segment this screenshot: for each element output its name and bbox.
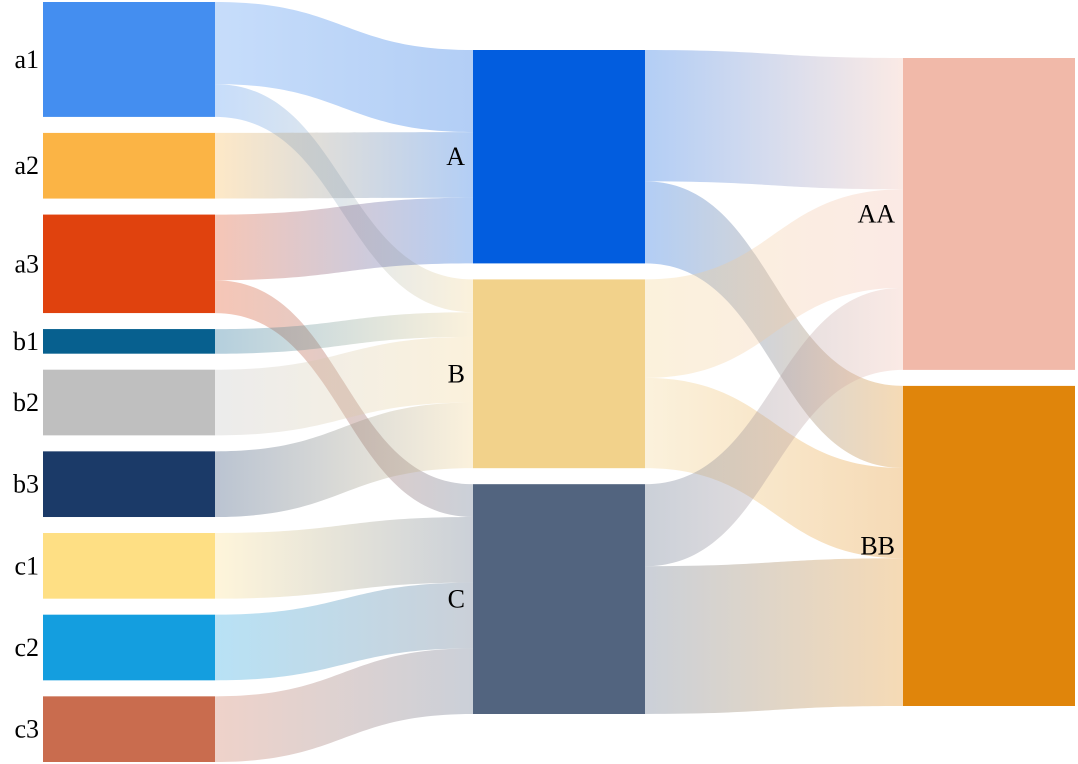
link-a3-A (215, 197, 473, 281)
node-label-b1: b1 (13, 327, 39, 356)
node-label-c2: c2 (14, 633, 39, 662)
node-BB (903, 385, 1075, 706)
node-a2 (43, 132, 215, 199)
link-A-AA (645, 50, 903, 190)
node-label-b2: b2 (13, 388, 39, 417)
nodes (43, 2, 1075, 762)
node-label-BB: BB (860, 531, 895, 560)
node-C (473, 484, 645, 714)
node-a1 (43, 2, 215, 117)
link-B-AA (645, 189, 903, 378)
link-b2-B (215, 336, 473, 436)
node-label-C: C (448, 585, 465, 614)
link-C-BB (645, 558, 903, 714)
node-a3 (43, 214, 215, 314)
node-b3 (43, 451, 215, 518)
link-a1-B (215, 84, 473, 313)
node-AA (903, 58, 1075, 370)
node-c3 (43, 696, 215, 762)
node-label-a3: a3 (14, 249, 39, 278)
node-b2 (43, 369, 215, 436)
node-labels: a1 a2 a3 b1 b2 b3 c1 c2 c3 A B C AA BB (13, 45, 895, 744)
node-c1 (43, 533, 215, 599)
node-label-A: A (446, 142, 465, 171)
node-B (473, 279, 645, 469)
node-label-c1: c1 (14, 551, 39, 580)
node-label-a2: a2 (14, 151, 39, 180)
link-b1-B (215, 312, 473, 354)
node-label-c3: c3 (14, 715, 39, 744)
node-c2 (43, 614, 215, 681)
link-c3-C (215, 648, 473, 762)
link-a1-A (215, 2, 473, 133)
node-A (473, 50, 645, 264)
link-c1-C (215, 517, 473, 599)
link-C-AA (645, 287, 903, 567)
node-label-a1: a1 (14, 45, 39, 74)
node-label-b3: b3 (13, 470, 39, 499)
node-label-AA: AA (857, 199, 895, 228)
node-label-B: B (448, 359, 465, 388)
link-b3-B (215, 402, 473, 518)
link-c2-C (215, 582, 473, 681)
node-b1 (43, 329, 215, 354)
links (215, 2, 903, 762)
link-a2-A (215, 132, 473, 199)
